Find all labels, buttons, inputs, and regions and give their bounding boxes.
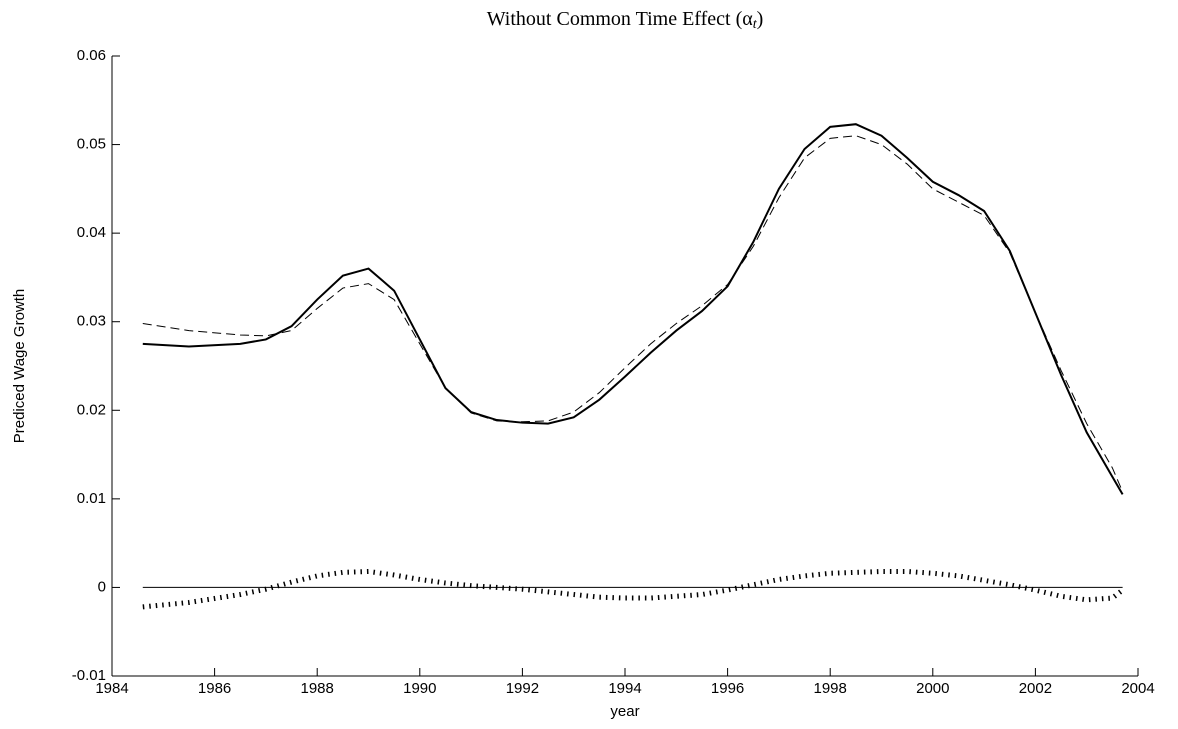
chart-title: Without Common Time Effect (αt) xyxy=(487,8,764,33)
series-line xyxy=(142,568,1125,610)
y-axis-label: Prediced Wage Growth xyxy=(11,289,28,444)
x-tick-label: 1992 xyxy=(506,680,539,697)
x-tick-label: 1998 xyxy=(814,680,847,697)
x-tick-label: 2002 xyxy=(1019,680,1052,697)
title-end: ) xyxy=(757,8,764,30)
x-tick-label: 1996 xyxy=(711,680,744,697)
y-tick-label: 0.01 xyxy=(77,490,106,507)
series-line xyxy=(142,123,1124,495)
y-tick-label: 0.03 xyxy=(77,313,106,330)
y-tick-label: -0.01 xyxy=(72,667,106,684)
title-main: Without Common Time Effect (α xyxy=(487,8,753,30)
x-axis-label: year xyxy=(610,703,639,720)
y-tick-label: 0.04 xyxy=(77,224,106,241)
x-tick-label: 1984 xyxy=(95,680,128,697)
x-tick-label: 2000 xyxy=(916,680,949,697)
x-tick-label: 2004 xyxy=(1121,680,1154,697)
x-tick-label: 1986 xyxy=(198,680,231,697)
series-line xyxy=(142,135,1124,492)
x-tick-label: 1988 xyxy=(301,680,334,697)
y-tick-label: 0.05 xyxy=(77,136,106,153)
y-tick-label: 0.06 xyxy=(77,47,106,64)
title-subscript: t xyxy=(753,17,758,32)
y-tick-label: 0 xyxy=(98,578,106,595)
y-tick-label: 0.02 xyxy=(77,401,106,418)
x-tick-label: 1994 xyxy=(608,680,641,697)
x-tick-label: 1990 xyxy=(403,680,436,697)
